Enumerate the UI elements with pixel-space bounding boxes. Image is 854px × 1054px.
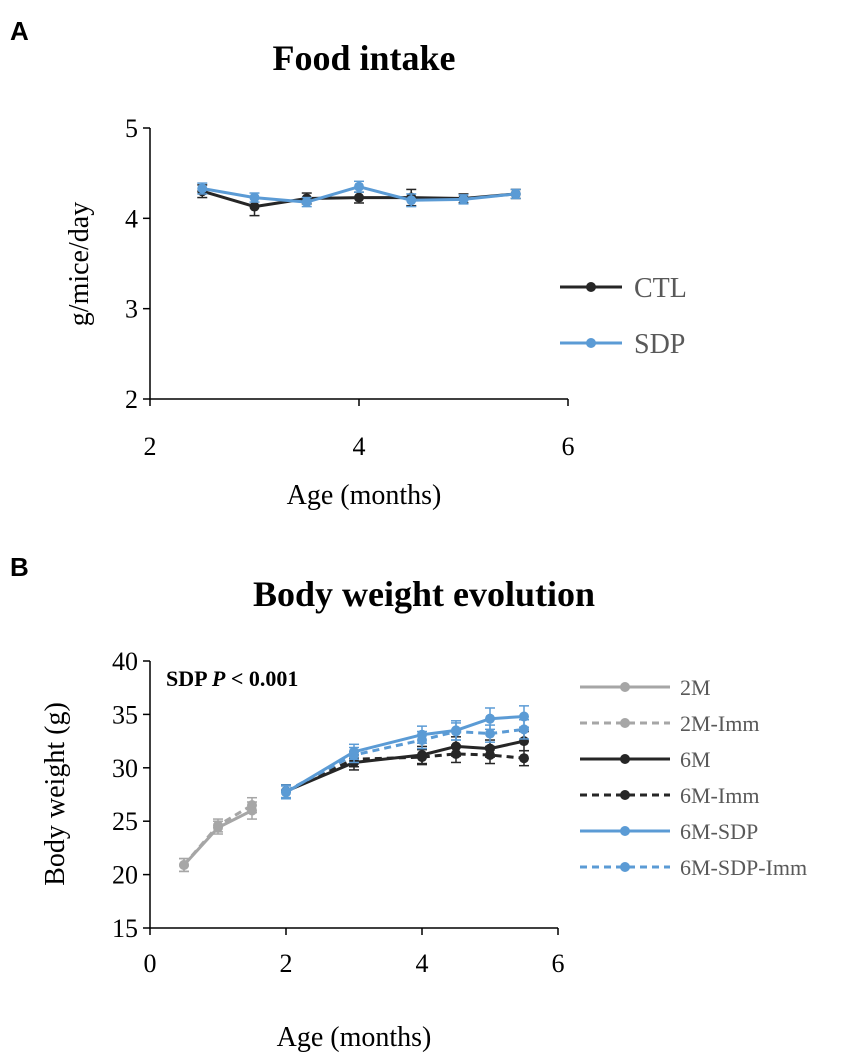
chart-a-legend-ctl-label: CTL: [634, 273, 687, 304]
chart-b-y-tick-label: 15: [112, 914, 138, 943]
chart-b-legend-6m-marker: [620, 754, 630, 764]
chart-a-sdp-point: [458, 194, 469, 205]
chart-b-y-tick-label: 35: [112, 700, 138, 729]
chart-b-x-tick-label: 2: [280, 949, 293, 978]
chart-b-6m-imm-point: [417, 752, 427, 763]
chart-a-xlabel: Age (months): [287, 480, 442, 511]
chart-a-sdp-point: [406, 195, 417, 206]
chart-b-6m-imm-line: [285, 752, 525, 793]
chart-b-y-tick-label: 25: [112, 807, 138, 836]
chart-b-legend-2m-marker: [620, 682, 630, 692]
chart-a-sdp-point: [301, 197, 312, 208]
chart-a-ylabel: g/mice/day: [64, 202, 95, 326]
chart-b-significance: SDP P < 0.001: [166, 666, 298, 691]
chart-b-6m-sdp-imm-line: [285, 727, 525, 793]
chart-b-6m-sdp-imm-point: [281, 786, 291, 797]
chart-b-legend-6m-sdp-imm-marker: [620, 862, 630, 872]
chart-b-legend-6m-imm-label: 6M-Imm: [680, 783, 759, 808]
chart-a-sdp-point: [510, 188, 521, 199]
chart-b-legend-6m-sdp-imm-label: 6M-SDP-Imm: [680, 855, 807, 880]
chart-b-2m-imm-point: [247, 800, 257, 811]
chart-b-y-tick-label: 30: [112, 754, 138, 783]
chart-b-y-tick-label: 40: [112, 647, 138, 676]
chart-b-6m-sdp-imm-point: [451, 726, 461, 737]
chart-b-legend-2m-label: 2M: [680, 675, 711, 700]
chart-a-ctl-point: [249, 201, 260, 212]
chart-b-legend-6m-imm-marker: [620, 790, 630, 800]
chart-a-y-tick-label: 4: [125, 204, 138, 233]
chart-b-legend-6m-sdp-marker: [620, 826, 630, 836]
chart-a-ctl-point: [354, 192, 364, 203]
panel-label-a: A: [10, 16, 29, 46]
chart-b-2m-imm-point: [179, 859, 189, 870]
chart-b-6m-sdp-imm-point: [349, 749, 359, 760]
chart-b-6m-sdp-imm-point: [519, 724, 529, 735]
chart-b-x-tick-label: 4: [416, 949, 429, 978]
panel-label-b: B: [10, 552, 29, 582]
chart-b-ylabel: Body weight (g): [40, 702, 71, 886]
chart-a-x-tick-label: 4: [353, 432, 366, 461]
chart-a-y-tick-label: 2: [125, 385, 138, 414]
chart-a-sdp-point: [197, 183, 208, 194]
chart-b-y-tick-label: 20: [112, 861, 138, 890]
chart-b-x-tick-label: 6: [552, 949, 565, 978]
chart-a-x-tick-label: 6: [562, 432, 575, 461]
chart-a-sdp-point: [354, 181, 364, 192]
chart-b-legend-2m-imm-label: 2M-Imm: [680, 711, 759, 736]
chart-a-y-tick-label: 5: [125, 114, 138, 143]
chart-a-title: Food intake: [272, 38, 455, 78]
chart-a-y-tick-label: 3: [125, 295, 138, 324]
chart-b-legend-6m-label: 6M: [680, 747, 711, 772]
chart-b-title: Body weight evolution: [253, 574, 595, 614]
chart-a-sdp-point: [249, 192, 260, 203]
chart-a-legend-ctl-marker: [586, 282, 596, 292]
chart-a-legend-sdp-label: SDP: [634, 329, 685, 360]
chart-b-6m-sdp-point: [485, 713, 495, 724]
chart-b-6m-imm-point: [451, 748, 461, 759]
chart-b-6m-imm-point: [485, 749, 495, 760]
chart-b-legend-2m-imm-marker: [620, 718, 630, 728]
chart-b-6m-imm-point: [519, 753, 529, 764]
chart-b-x-tick-label: 0: [144, 949, 157, 978]
chart-a-legend-sdp-marker: [586, 338, 596, 348]
chart-b-6m-sdp-line: [285, 715, 525, 794]
chart-b-xlabel: Age (months): [277, 1022, 432, 1053]
chart-b-2m-imm-point: [213, 820, 223, 831]
chart-b-6m-line: [285, 739, 525, 793]
chart-b-6m-sdp-imm-point: [485, 728, 495, 739]
chart-b-6m-sdp-imm-point: [417, 735, 427, 746]
chart-a-x-tick-label: 2: [144, 432, 157, 461]
chart-b-legend-6m-sdp-label: 6M-SDP: [680, 819, 758, 844]
